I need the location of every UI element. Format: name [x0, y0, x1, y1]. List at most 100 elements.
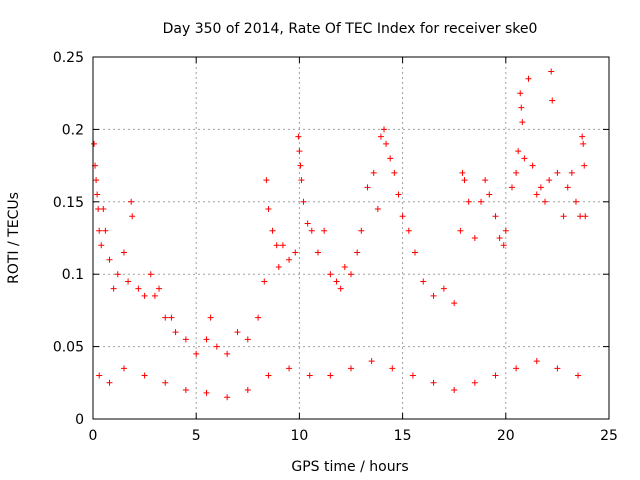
- data-point: [554, 169, 561, 176]
- data-point: [409, 372, 416, 379]
- grid-lines: [93, 57, 609, 419]
- x-tick-label: 25: [600, 428, 618, 444]
- data-point: [502, 227, 509, 234]
- y-tick-label: 0.05: [53, 340, 84, 356]
- data-point: [151, 292, 158, 299]
- data-point: [564, 184, 571, 191]
- data-point: [389, 365, 396, 372]
- data-point: [224, 394, 231, 401]
- y-tick-label: 0: [75, 412, 84, 428]
- data-point: [358, 227, 365, 234]
- data-point: [492, 372, 499, 379]
- data-point: [263, 177, 270, 184]
- data-point: [577, 213, 584, 220]
- data-point: [286, 365, 293, 372]
- data-point: [94, 191, 101, 198]
- x-tick-label: 15: [394, 428, 412, 444]
- data-point: [560, 213, 567, 220]
- data-point: [308, 227, 315, 234]
- data-point: [513, 365, 520, 372]
- data-point: [333, 278, 340, 285]
- data-point: [203, 389, 210, 396]
- data-point: [298, 177, 305, 184]
- data-point: [529, 162, 536, 169]
- data-point: [575, 372, 582, 379]
- data-point: [430, 292, 437, 299]
- data-point: [525, 75, 532, 82]
- data-point: [95, 206, 102, 213]
- data-point: [172, 329, 179, 336]
- data-point: [261, 278, 268, 285]
- data-point: [482, 177, 489, 184]
- data-point: [295, 133, 302, 140]
- data-point: [193, 350, 200, 357]
- data-point: [533, 358, 540, 365]
- y-tick-label: 0.15: [53, 195, 84, 211]
- data-point: [411, 249, 418, 256]
- data-point: [269, 227, 276, 234]
- data-point: [364, 184, 371, 191]
- y-axis-label: ROTI / TECUs: [6, 192, 22, 284]
- data-point: [135, 285, 142, 292]
- data-point: [114, 271, 121, 278]
- data-point: [273, 242, 280, 249]
- data-point: [368, 358, 375, 365]
- data-point: [513, 169, 520, 176]
- data-point: [182, 387, 189, 394]
- data-point: [581, 162, 588, 169]
- axis-ticks: 0 5 10 15 20 25 0 0.05 0.1 0.15 0.2 0.25: [53, 50, 618, 444]
- data-point: [471, 235, 478, 241]
- data-point: [517, 90, 524, 97]
- data-point: [451, 300, 458, 307]
- data-point: [265, 372, 272, 379]
- data-point: [508, 184, 515, 191]
- x-tick-label: 20: [497, 428, 515, 444]
- data-point: [321, 227, 328, 234]
- data-point: [492, 213, 499, 220]
- data-point: [500, 242, 507, 249]
- data-point: [102, 227, 109, 234]
- data-point: [207, 314, 214, 321]
- data-point: [549, 97, 556, 104]
- data-point: [348, 271, 354, 278]
- y-tick-label: 0.25: [53, 50, 84, 66]
- data-point: [306, 372, 313, 379]
- x-tick-label: 10: [290, 428, 308, 444]
- data-point: [300, 198, 307, 205]
- data-point: [354, 249, 361, 256]
- data-point: [93, 177, 100, 184]
- data-point: [348, 365, 354, 372]
- data-point: [279, 242, 286, 249]
- data-point: [337, 285, 344, 292]
- x-axis-label: GPS time / hours: [291, 459, 408, 475]
- data-point: [162, 314, 169, 321]
- data-point: [420, 278, 427, 285]
- data-point: [128, 198, 135, 205]
- data-point: [572, 198, 579, 205]
- data-point: [582, 213, 589, 220]
- data-point: [391, 169, 398, 176]
- data-point: [129, 213, 136, 220]
- y-tick-label: 0.2: [62, 122, 84, 138]
- data-point: [213, 343, 220, 350]
- data-point: [451, 387, 458, 394]
- data-point: [387, 155, 394, 162]
- data-point: [91, 140, 98, 147]
- data-point: [459, 169, 466, 176]
- data-point: [440, 285, 447, 292]
- data-point: [106, 256, 113, 263]
- x-tick-label: 0: [89, 428, 98, 444]
- data-point: [96, 372, 103, 379]
- data-point: [224, 350, 231, 357]
- x-tick-label: 5: [192, 428, 201, 444]
- data-point: [461, 177, 468, 184]
- data-point: [296, 148, 303, 155]
- data-point: [265, 206, 272, 213]
- data-point: [156, 285, 163, 292]
- data-point: [383, 140, 390, 147]
- data-point: [98, 242, 105, 249]
- data-point: [255, 314, 262, 321]
- data-point: [244, 336, 251, 343]
- data-point: [521, 155, 528, 162]
